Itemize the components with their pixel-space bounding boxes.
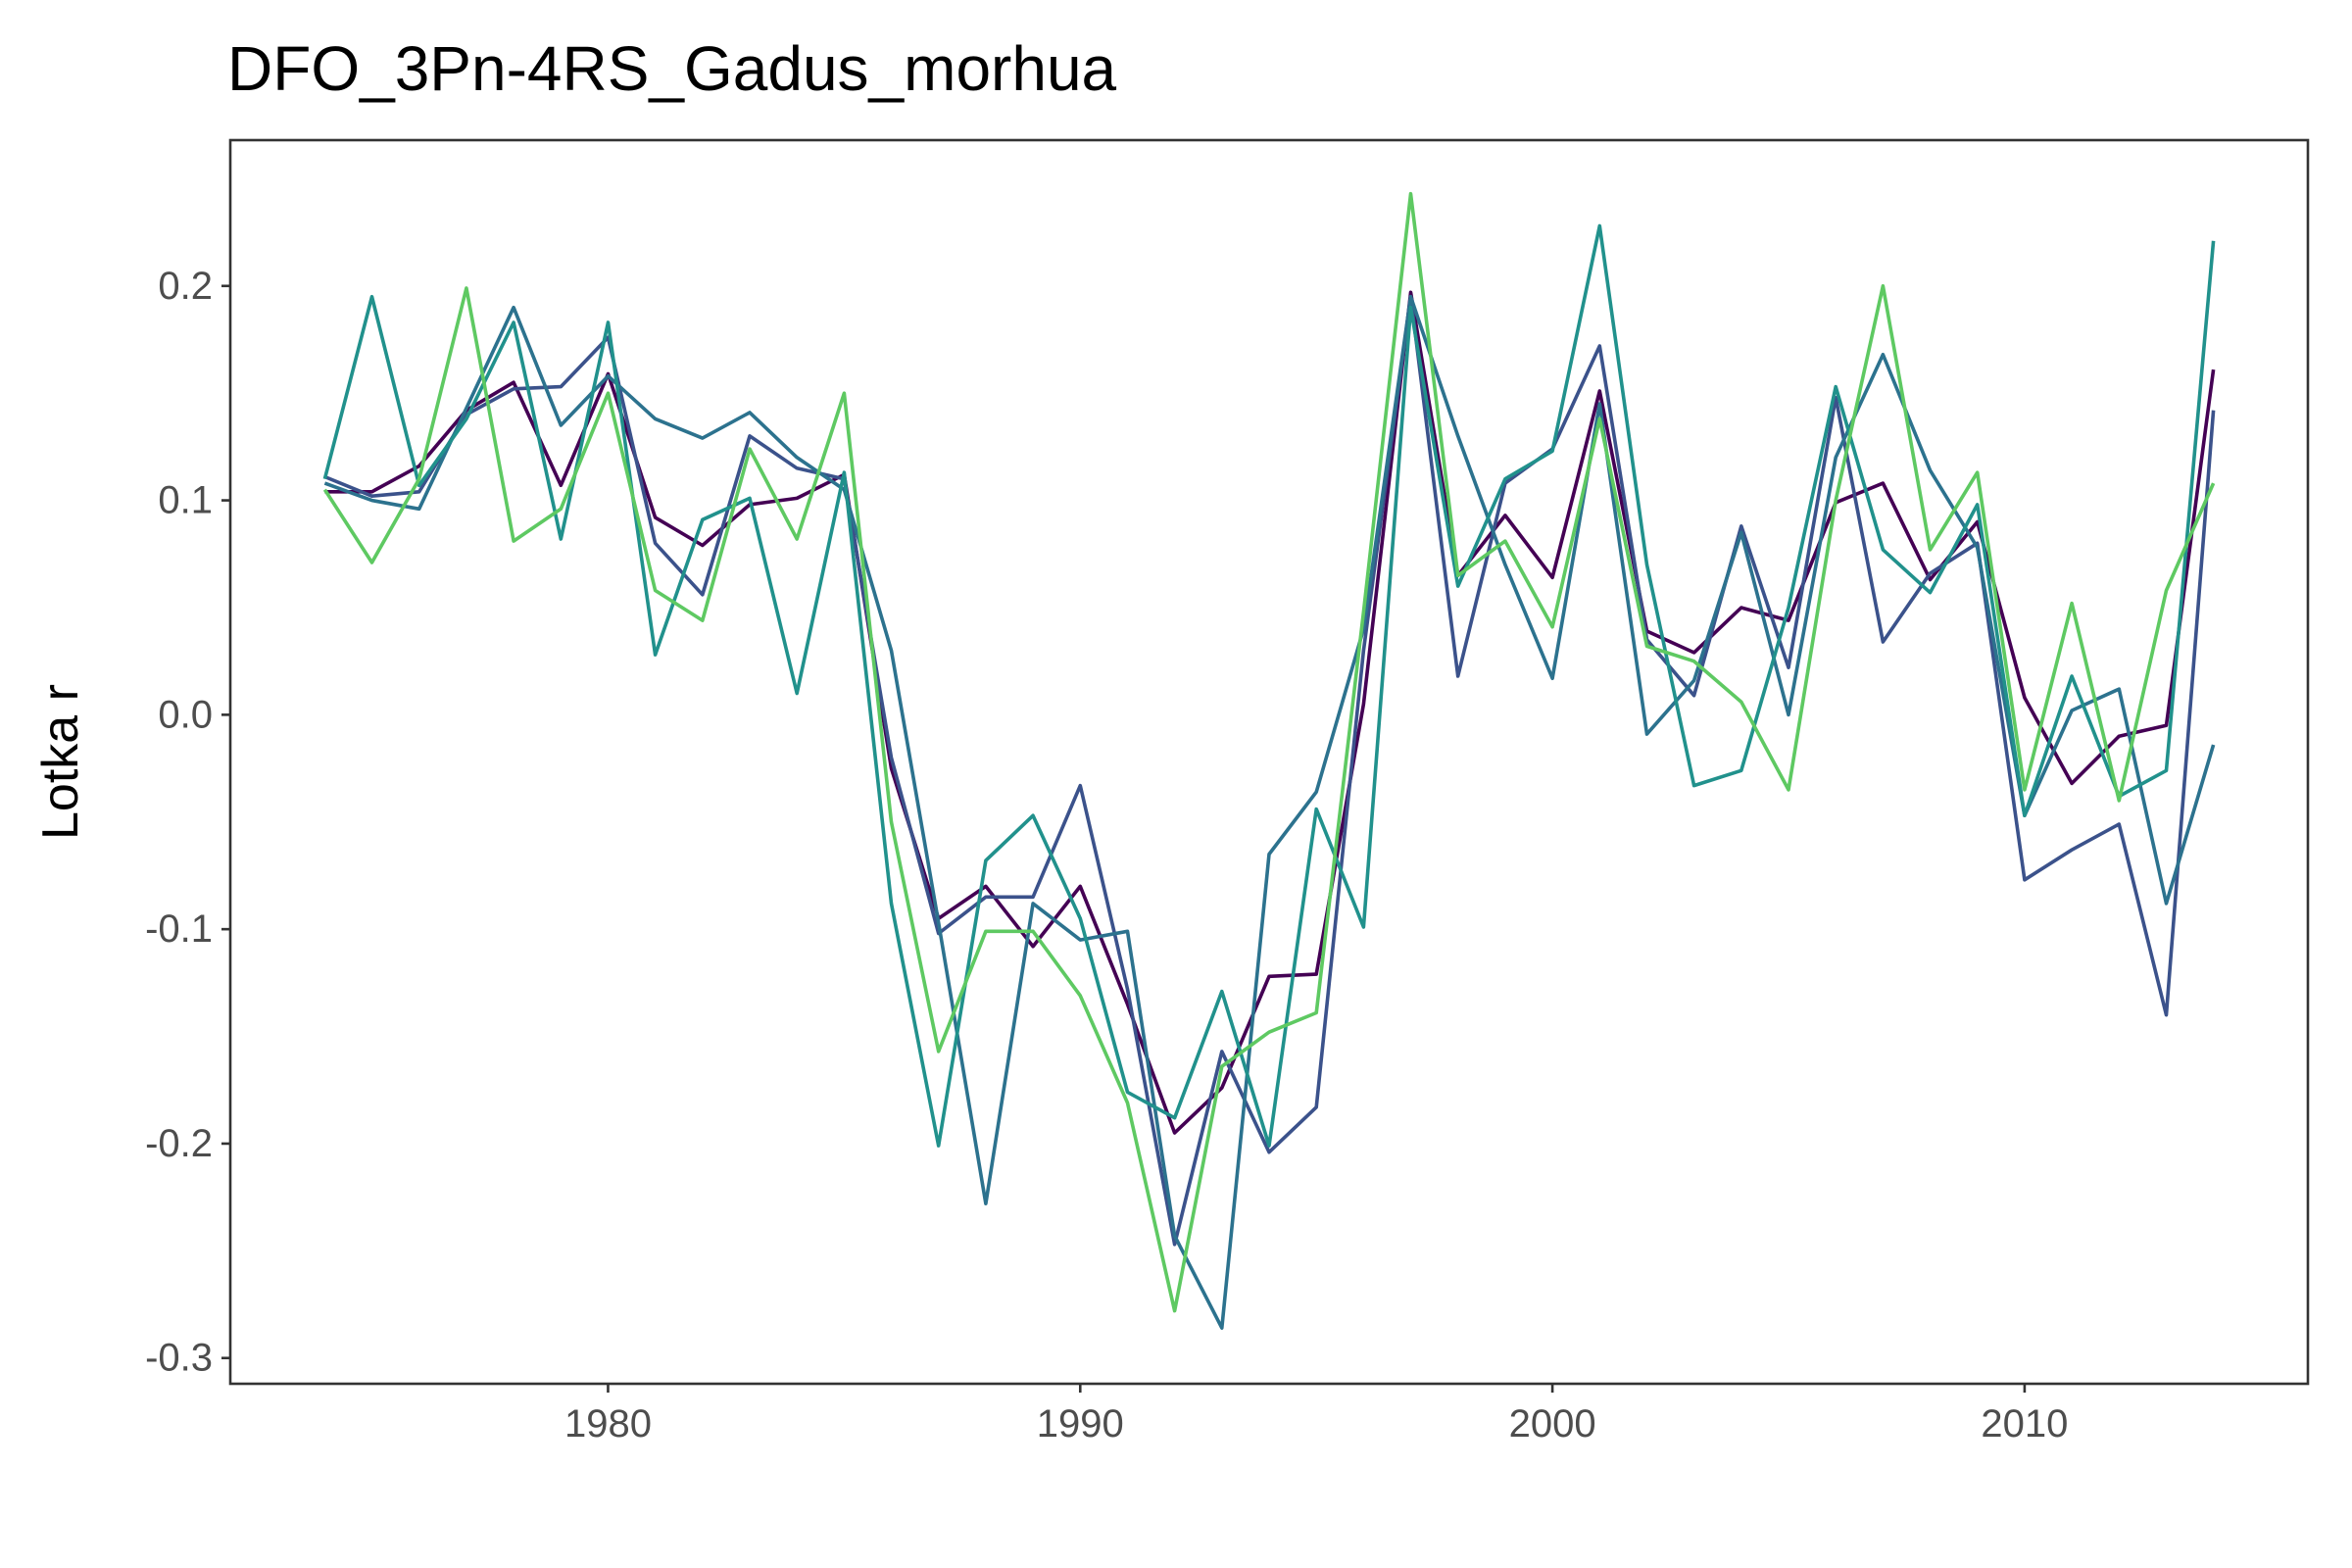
series-line-3 (323, 294, 2216, 1330)
x-tick-label: 2010 (1981, 1402, 2068, 1446)
y-tick-label: -0.2 (145, 1122, 213, 1165)
chart-title: DFO_3Pn-4RS_Gadus_morhua (227, 33, 1117, 104)
x-tick-label: 1980 (564, 1402, 652, 1446)
y-tick-label: -0.1 (145, 907, 213, 951)
y-axis: -0.3 -0.2 -0.1 0.0 0.1 0.2 (145, 265, 230, 1380)
panel-border (228, 138, 2310, 1386)
y-tick-label: 0.0 (158, 693, 213, 736)
x-tick-label: 2000 (1509, 1402, 1596, 1446)
y-tick-label: 0.1 (158, 479, 213, 522)
x-axis: 1980 1990 2000 2010 (564, 1384, 2068, 1446)
y-tick-label: 0.2 (158, 265, 213, 308)
x-tick-label: 1990 (1037, 1402, 1124, 1446)
y-tick-label: -0.3 (145, 1337, 213, 1380)
series-line-4 (322, 223, 2216, 1148)
series-line-2 (323, 294, 2216, 1247)
y-axis-title: Lotka r (32, 684, 89, 840)
series-lines (322, 191, 2216, 1330)
series-line-1 (324, 290, 2216, 1135)
series-line-5 (322, 191, 2216, 1313)
